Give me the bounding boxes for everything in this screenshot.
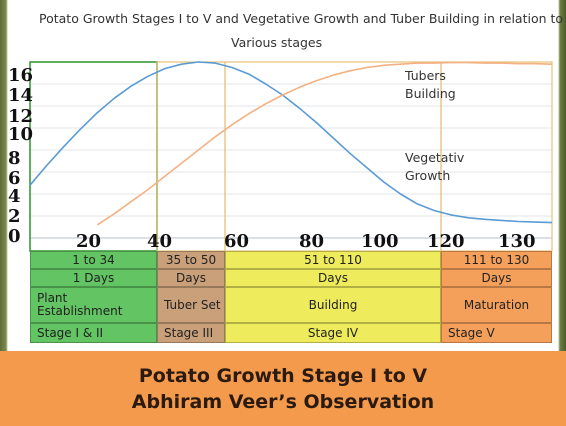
stage-label-cell: Stage I & II xyxy=(30,323,157,343)
x-tick-label: 40 xyxy=(147,231,172,252)
stage-days-cell: Days xyxy=(225,269,441,287)
y-tick-label: 10 xyxy=(8,124,33,145)
series-label-tubers-2: Building xyxy=(405,86,456,101)
series-line-tubers xyxy=(96,61,553,226)
series-line-vegetative xyxy=(29,61,553,224)
y-tick-label: 0 xyxy=(8,226,21,247)
stage-days-cell: Days xyxy=(157,269,225,287)
y-tick-label: 8 xyxy=(8,148,21,169)
series-label-veg-2: Growth xyxy=(405,168,450,183)
stage-phase-cell: Building xyxy=(225,287,441,323)
stage-phase-cell: Maturation xyxy=(441,287,552,323)
stage-range-cell: 51 to 110 xyxy=(225,251,441,269)
y-tick-label: 4 xyxy=(8,186,21,207)
x-tick-label: 20 xyxy=(76,231,101,252)
y-tick-label: 14 xyxy=(8,85,33,106)
stage-label-cell: Stage V xyxy=(441,323,552,343)
y-tick-label: 2 xyxy=(8,206,21,227)
y-tick-label: 6 xyxy=(8,168,21,189)
stage-label-cell: Stage III xyxy=(157,323,225,343)
chart-grid xyxy=(29,61,553,239)
x-tick-label: 60 xyxy=(224,231,249,252)
series-label-veg-1: Vegetativ xyxy=(405,150,465,165)
series-label-tubers-1: Tubers xyxy=(404,68,446,83)
chart-title-line-1: Potato Growth Stages I to V and Vegetati… xyxy=(39,11,563,26)
y-tick-label: 12 xyxy=(8,106,33,127)
stage-phase-cell: Tuber Set xyxy=(157,287,225,323)
stage-range-cell: 35 to 50 xyxy=(157,251,225,269)
stage-label-cell: Stage IV xyxy=(225,323,441,343)
title-banner: Potato Growth Stage I to V Abhiram Veer’… xyxy=(0,351,566,426)
banner-line-2: Abhiram Veer’s Observation xyxy=(131,390,435,413)
stages-table: 1 to 34 35 to 50 51 to 110 111 to 130 1 Days… xyxy=(30,251,552,343)
x-tick-label: 130 xyxy=(498,231,536,252)
stage-range-cell: 111 to 130 xyxy=(441,251,552,269)
banner-line-1: Potato Growth Stage I to V xyxy=(138,364,428,387)
stage-range-cell: 1 to 34 xyxy=(30,251,157,269)
x-tick-label: 80 xyxy=(299,231,324,252)
stage-box xyxy=(29,61,158,252)
stage-days-cell: Days xyxy=(441,269,552,287)
chart-title-line-2: Various stages xyxy=(231,35,322,50)
x-tick-label: 120 xyxy=(427,231,465,252)
x-tick-label: 100 xyxy=(361,231,399,252)
series-lines xyxy=(29,61,553,226)
stage-phase-cell: Plant Establishment xyxy=(30,287,157,323)
y-tick-label: 16 xyxy=(8,65,33,86)
stage-days-cell: 1 Days xyxy=(30,269,157,287)
x-tick-labels: 20 40 60 80 100 120 130 xyxy=(76,231,536,252)
